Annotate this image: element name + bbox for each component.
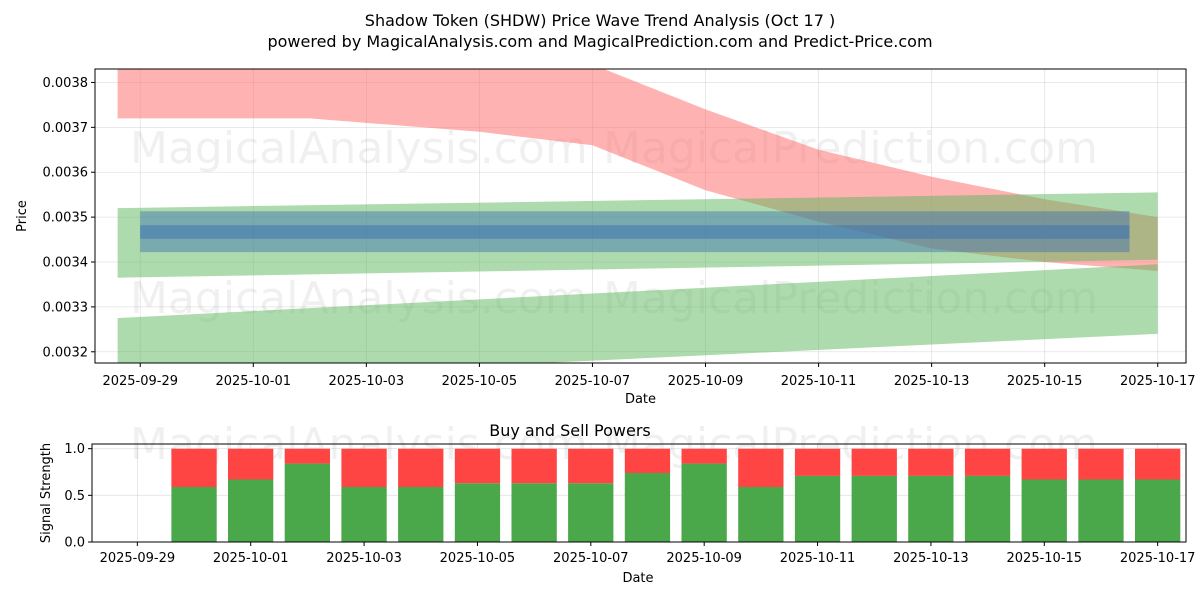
sell-bar — [964, 448, 1011, 476]
y-axis-label: Price — [15, 200, 30, 232]
sell-bar — [341, 448, 387, 487]
sell-bar — [851, 448, 897, 476]
x-tick-label: 2025-10-05 — [442, 374, 518, 389]
chart-title: Shadow Token (SHDW) Price Wave Trend Ana… — [365, 11, 835, 30]
sell-bar — [454, 448, 501, 484]
x-tick-label: 2025-10-15 — [1007, 374, 1083, 389]
buy-bar — [964, 475, 1011, 542]
y-tick-label: 0.0035 — [43, 211, 89, 226]
y-tick-label: 0.0036 — [43, 166, 89, 181]
buy-bar — [284, 463, 330, 542]
green-band-lower — [117, 264, 1158, 363]
x-tick-label: 2025-10-07 — [555, 374, 631, 389]
buy-bar — [794, 475, 841, 542]
buy-bar — [624, 472, 671, 542]
sell-bar — [171, 448, 217, 487]
x-tick-label: 2025-10-11 — [781, 374, 857, 389]
buy-bar — [511, 483, 557, 542]
sell-bar — [1021, 448, 1067, 480]
sell-bar — [681, 448, 727, 464]
y-tick-label: 1.0 — [64, 442, 85, 457]
sell-bar — [398, 448, 444, 487]
x-tick-label: 2025-10-17 — [1120, 551, 1196, 566]
sell-bar — [568, 448, 614, 484]
buy-bar — [454, 483, 501, 542]
sell-bar — [228, 448, 274, 480]
x-tick-label: 2025-10-09 — [668, 374, 744, 389]
x-tick-label: 2025-10-01 — [215, 374, 291, 389]
buy-bar — [398, 486, 444, 542]
x-axis-label: Date — [622, 571, 653, 586]
buy-bar — [908, 475, 954, 542]
sell-bar — [794, 448, 841, 476]
buy-bar — [341, 486, 387, 542]
bar-chart-title: Buy and Sell Powers — [489, 421, 651, 440]
sell-bar — [908, 448, 954, 476]
x-tick-label: 2025-10-13 — [893, 551, 969, 566]
top-frame — [94, 68, 1187, 364]
x-tick-label: 2025-10-17 — [1120, 374, 1196, 389]
x-tick-label: 2025-10-07 — [553, 551, 629, 566]
blue-core — [140, 225, 1130, 239]
y-tick-label: 0.0037 — [43, 121, 89, 136]
buy-bar — [171, 486, 217, 542]
buy-bar — [1135, 479, 1181, 542]
buy-bar — [568, 483, 614, 542]
buy-bar — [1021, 479, 1067, 542]
sell-bar — [624, 448, 671, 473]
bands-layer — [117, 69, 1158, 363]
y-tick-label: 0.5 — [64, 489, 85, 504]
x-tick-label: 2025-10-11 — [780, 551, 856, 566]
buy-bar — [228, 479, 274, 542]
sell-bar — [1078, 448, 1124, 480]
y-tick-label: 0.0034 — [43, 256, 89, 271]
y-tick-label: 0.0032 — [43, 345, 89, 360]
sell-bar — [1135, 448, 1181, 480]
sell-bar — [738, 448, 784, 487]
x-tick-label: 2025-10-03 — [326, 551, 402, 566]
x-tick-label: 2025-10-03 — [329, 374, 405, 389]
y-tick-label: 0.0033 — [43, 300, 89, 315]
x-tick-label: 2025-10-15 — [1007, 551, 1083, 566]
buy-bar — [851, 475, 897, 542]
x-tick-label: 2025-10-05 — [440, 551, 516, 566]
y-axis-label: Signal Strength — [39, 443, 54, 543]
y-tick-label: 0.0038 — [43, 76, 89, 91]
sell-bar — [511, 448, 557, 484]
y-tick-label: 0.0 — [64, 536, 85, 551]
x-tick-label: 2025-10-01 — [213, 551, 289, 566]
buy-bar — [681, 463, 727, 542]
chart-subtitle: powered by MagicalAnalysis.com and Magic… — [267, 32, 932, 51]
price-chart: 2025-09-29 2025-10-01 2025-10-03 2025-10-05… — [15, 68, 1196, 407]
signal-chart: Buy and Sell Powers 2025-09-29 2025-10-01 2… — [39, 419, 1195, 586]
sell-bar — [284, 448, 330, 464]
bottom-frame — [91, 443, 1187, 543]
x-tick-label: 2025-09-29 — [102, 374, 178, 389]
x-tick-label: 2025-10-09 — [666, 551, 742, 566]
buy-bar — [1078, 479, 1124, 542]
buy-bar — [738, 486, 784, 542]
x-tick-label: 2025-09-29 — [100, 551, 176, 566]
x-axis-label: Date — [625, 392, 656, 407]
x-tick-label: 2025-10-13 — [894, 374, 970, 389]
